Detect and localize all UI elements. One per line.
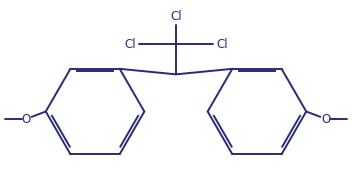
Text: O: O: [22, 113, 31, 126]
Text: Cl: Cl: [170, 10, 182, 23]
Text: O: O: [321, 113, 330, 126]
Text: Cl: Cl: [216, 38, 228, 51]
Text: Cl: Cl: [124, 38, 136, 51]
